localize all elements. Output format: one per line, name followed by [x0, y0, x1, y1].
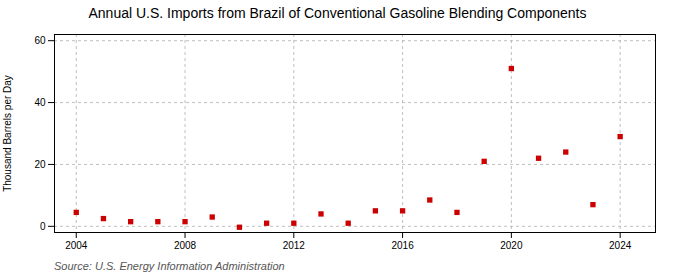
svg-text:0: 0 — [40, 221, 46, 232]
svg-text:2008: 2008 — [174, 240, 197, 251]
svg-text:2004: 2004 — [65, 240, 88, 251]
svg-text:2016: 2016 — [391, 240, 414, 251]
svg-text:2020: 2020 — [500, 240, 523, 251]
html-text:Source: U.S. Energy Informatio: Source: U.S. Energy Information Administ… — [54, 260, 285, 272]
svg-text:20: 20 — [34, 159, 46, 170]
html-text:Annual U.S. Imports from Brazi: Annual U.S. Imports from Brazil of Conve… — [88, 5, 587, 21]
svg-text:2024: 2024 — [609, 240, 632, 251]
svg-text:60: 60 — [34, 35, 46, 46]
svg-text:2012: 2012 — [283, 240, 306, 251]
svg-text:Thousand Barrels per Day: Thousand Barrels per Day — [2, 75, 13, 192]
svg-text:40: 40 — [34, 97, 46, 108]
